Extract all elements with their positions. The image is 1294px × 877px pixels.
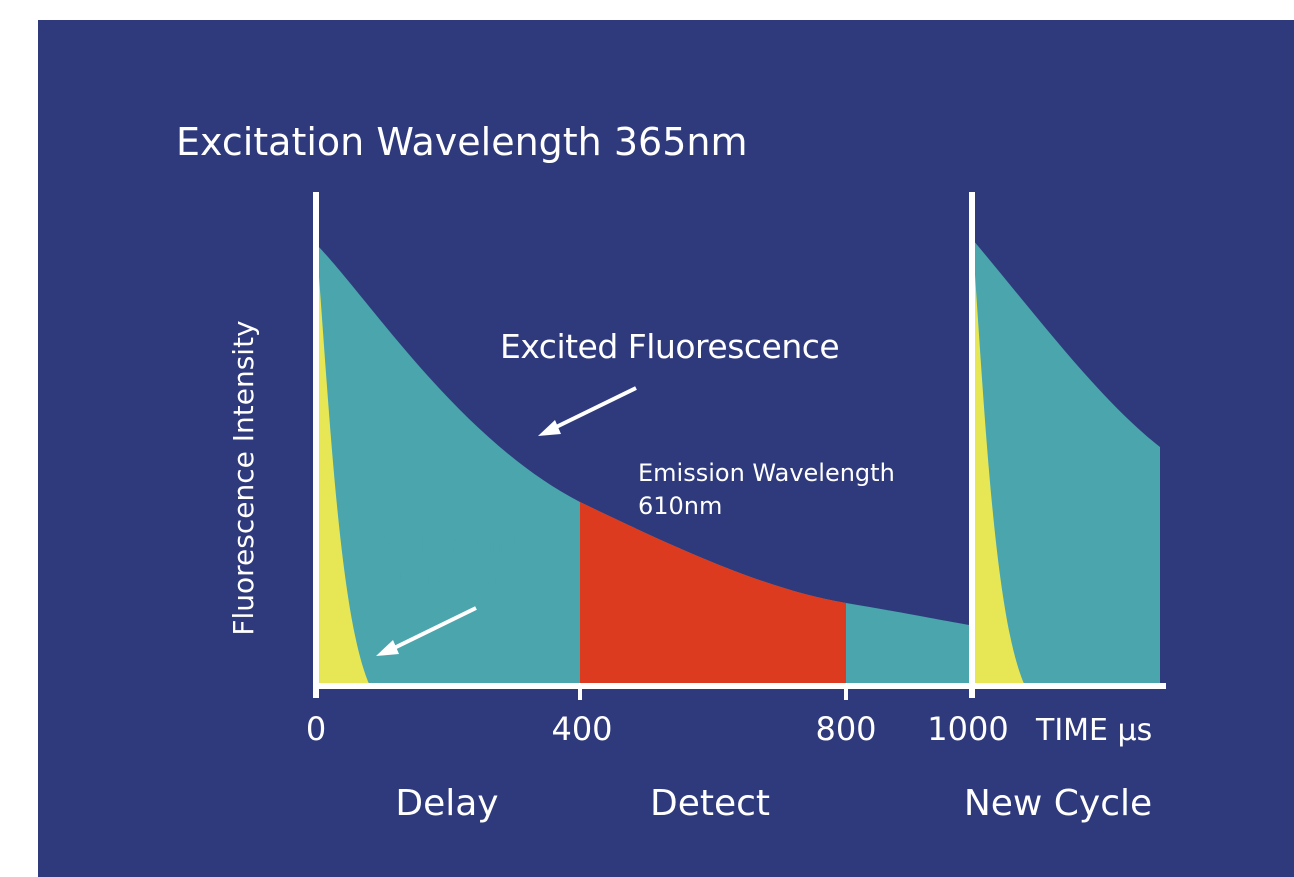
x-axis-unit-label: TIME µs bbox=[1035, 713, 1152, 748]
phase-label-new-cycle: New Cycle bbox=[964, 783, 1152, 824]
background-fluorescence-label-line2: Fluorescence bbox=[376, 564, 534, 592]
excited-fluorescence-arrow bbox=[538, 386, 637, 436]
y-axis-label: Fluorescence Intensity bbox=[227, 320, 260, 635]
background-fluorescence-arrow bbox=[376, 606, 477, 656]
excited-fluorescence-label: Excited Fluorescence bbox=[500, 327, 839, 366]
x-tick-label-1000: 1000 bbox=[927, 710, 1008, 748]
background-fluorescence-area bbox=[317, 250, 370, 686]
detect-window-area bbox=[580, 502, 846, 686]
x-tick-label-800: 800 bbox=[815, 710, 876, 748]
emission-wavelength-label: Emission Wavelength bbox=[638, 459, 895, 487]
phase-label-detect: Detect bbox=[650, 783, 770, 824]
background-fluorescence-label-line1: Background bbox=[376, 530, 519, 558]
excited-fluorescence-area bbox=[317, 245, 969, 686]
emission-wavelength-value: 610nm bbox=[638, 492, 722, 520]
x-tick-label-0: 0 bbox=[306, 710, 326, 748]
x-tick-label-400: 400 bbox=[551, 710, 612, 748]
phase-label-delay: Delay bbox=[395, 783, 498, 824]
diagram-title: Excitation Wavelength 365nm bbox=[176, 120, 747, 164]
new-cycle-background-fluorescence-area bbox=[973, 245, 1025, 686]
new-cycle-fluorescence-area bbox=[973, 240, 1160, 686]
